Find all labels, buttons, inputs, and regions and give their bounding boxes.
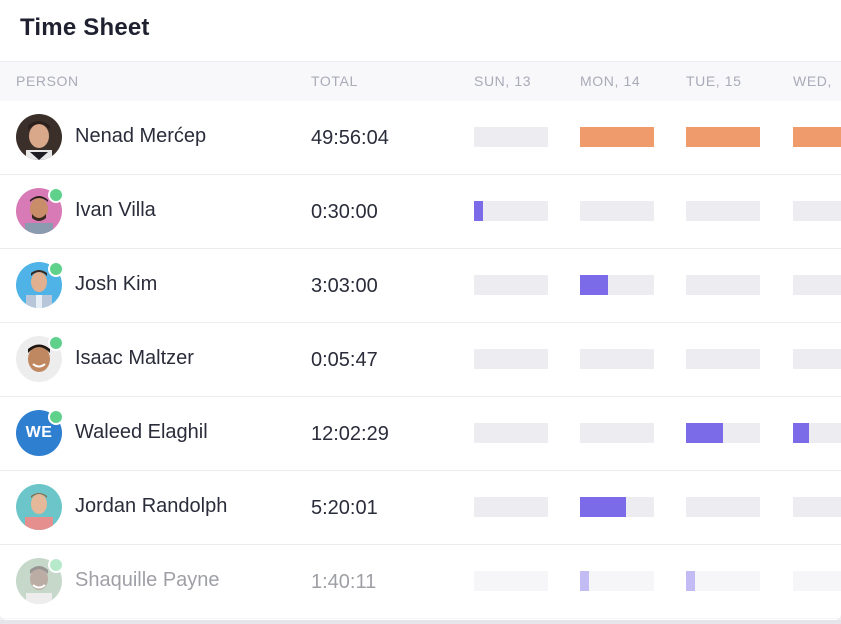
online-status-dot <box>48 409 64 425</box>
day-time-fill <box>686 571 695 591</box>
day-time-fill <box>580 497 626 517</box>
day-time-bar[interactable] <box>793 349 841 369</box>
table-row[interactable]: WE Waleed Elaghil 12:02:29 <box>0 397 841 471</box>
day-time-fill <box>793 127 841 147</box>
person-name[interactable]: Ivan Villa <box>75 199 156 221</box>
total-time: 12:02:29 <box>311 423 389 445</box>
day-time-bar[interactable] <box>474 127 548 147</box>
card-bottom-edge <box>0 620 841 624</box>
day-time-bar[interactable] <box>580 275 654 295</box>
day-time-bar[interactable] <box>474 423 548 443</box>
day-time-bar[interactable] <box>686 571 760 591</box>
avatar[interactable] <box>16 484 62 530</box>
table-row[interactable]: Ivan Villa 0:30:00 <box>0 175 841 249</box>
table-header: PERSON TOTAL SUN, 13 MON, 14 TUE, 15 WED… <box>0 61 841 101</box>
avatar-photo <box>16 484 62 530</box>
online-status-dot <box>48 557 64 573</box>
avatar[interactable] <box>16 187 64 234</box>
day-time-bar[interactable] <box>686 423 760 443</box>
online-status-dot <box>48 335 64 351</box>
day-time-bar[interactable] <box>474 349 548 369</box>
time-sheet-rows: Nenad Merćep 49:56:04 Ivan Villa 0:30:00 Jos… <box>0 101 841 619</box>
day-time-fill <box>580 127 654 147</box>
column-header-day: SUN, 13 <box>474 73 532 89</box>
day-time-bar[interactable] <box>580 201 654 221</box>
avatar[interactable] <box>16 261 64 308</box>
column-header-day: WED, <box>793 73 832 89</box>
avatar[interactable] <box>16 335 64 382</box>
day-time-bar[interactable] <box>474 497 548 517</box>
table-row[interactable]: Shaquille Payne 1:40:11 <box>0 545 841 619</box>
person-name[interactable]: Nenad Merćep <box>75 125 207 147</box>
column-header-person[interactable]: PERSON <box>16 73 79 89</box>
person-name[interactable]: Shaquille Payne <box>75 569 220 591</box>
day-time-bar[interactable] <box>580 571 654 591</box>
avatar-photo <box>16 336 62 382</box>
day-time-bar[interactable] <box>793 201 841 221</box>
day-time-bar[interactable] <box>580 497 654 517</box>
page-title: Time Sheet <box>20 14 150 41</box>
online-status-dot <box>48 187 64 203</box>
table-row[interactable]: Isaac Maltzer 0:05:47 <box>0 323 841 397</box>
table-row[interactable]: Jordan Randolph 5:20:01 <box>0 471 841 545</box>
day-time-bar[interactable] <box>474 275 548 295</box>
total-time: 0:30:00 <box>311 201 378 223</box>
total-time: 49:56:04 <box>311 127 389 149</box>
day-time-fill <box>580 275 608 295</box>
day-time-fill <box>580 571 589 591</box>
table-row[interactable]: Nenad Merćep 49:56:04 <box>0 101 841 175</box>
table-row[interactable]: Josh Kim 3:03:00 <box>0 249 841 323</box>
total-time: 3:03:00 <box>311 275 378 297</box>
day-time-fill <box>474 201 483 221</box>
day-time-bar[interactable] <box>686 201 760 221</box>
day-time-bar[interactable] <box>474 571 548 591</box>
day-time-bar[interactable] <box>580 349 654 369</box>
day-time-bar[interactable] <box>686 349 760 369</box>
day-time-bar[interactable] <box>580 423 654 443</box>
person-name[interactable]: Josh Kim <box>75 273 158 295</box>
avatar[interactable] <box>16 557 64 604</box>
day-time-fill <box>686 127 760 147</box>
total-time: 1:40:11 <box>311 571 377 593</box>
avatar[interactable] <box>16 114 62 160</box>
person-name[interactable]: Jordan Randolph <box>75 495 228 517</box>
column-header-day: TUE, 15 <box>686 73 742 89</box>
avatar-photo <box>16 114 62 160</box>
column-header-day: MON, 14 <box>580 73 641 89</box>
day-time-bar[interactable] <box>793 423 841 443</box>
day-time-bar[interactable] <box>686 127 760 147</box>
total-time: 5:20:01 <box>311 497 378 519</box>
person-name[interactable]: Waleed Elaghil <box>75 421 208 443</box>
day-time-bar[interactable] <box>580 127 654 147</box>
day-time-bar[interactable] <box>686 497 760 517</box>
avatar[interactable]: WE <box>16 409 64 456</box>
column-header-total[interactable]: TOTAL <box>311 73 358 89</box>
day-time-bar[interactable] <box>793 127 841 147</box>
total-time: 0:05:47 <box>311 349 378 371</box>
day-time-bar[interactable] <box>793 497 841 517</box>
day-time-bar[interactable] <box>793 571 841 591</box>
person-name[interactable]: Isaac Maltzer <box>75 347 194 369</box>
day-time-bar[interactable] <box>686 275 760 295</box>
day-time-fill <box>686 423 723 443</box>
day-time-bar[interactable] <box>474 201 548 221</box>
day-time-bar[interactable] <box>793 275 841 295</box>
day-time-fill <box>793 423 809 443</box>
online-status-dot <box>48 261 64 277</box>
